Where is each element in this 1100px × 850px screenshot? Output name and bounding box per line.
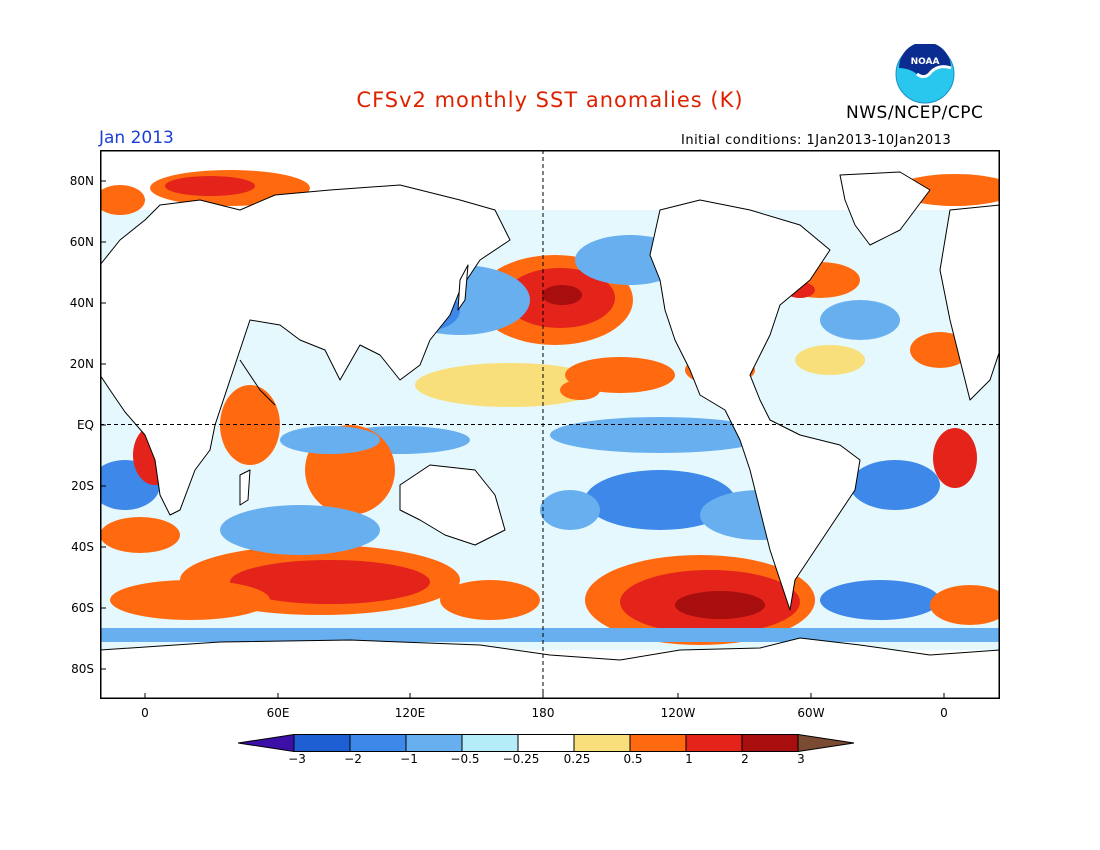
colorbar-swatch xyxy=(573,734,631,752)
logo-text: NOAA xyxy=(911,57,940,67)
lat-label: 40N xyxy=(69,296,94,310)
colorbar-label: −2 xyxy=(344,752,362,766)
lat-label: 60S xyxy=(71,601,94,615)
lon-label: 0 xyxy=(940,706,948,720)
noaa-logo-icon: NOAA xyxy=(895,44,955,104)
colorbar-swatch xyxy=(741,734,799,752)
colorbar-label: 2 xyxy=(741,752,749,766)
anomaly-field xyxy=(100,170,1000,650)
colorbar-swatch xyxy=(685,734,743,752)
colorbar-label: 1 xyxy=(685,752,693,766)
colorbar-label: −0.5 xyxy=(450,752,480,766)
map-frame xyxy=(100,150,1000,699)
colorbar-swatch xyxy=(293,734,351,752)
initial-conditions: Initial conditions: 1Jan2013-10Jan2013 xyxy=(681,133,952,148)
colorbar-swatch xyxy=(461,734,519,752)
colorbar-label: 0.25 xyxy=(563,752,591,766)
colorbar-label: −3 xyxy=(288,752,306,766)
lat-label: 40S xyxy=(71,540,94,554)
colorbar-label: −1 xyxy=(400,752,418,766)
agency-label: NWS/NCEP/CPC xyxy=(846,103,984,123)
lat-label: 80S xyxy=(71,662,94,676)
sst-anomaly-map xyxy=(100,150,1000,699)
lon-label: 0 xyxy=(141,706,149,720)
colorbar-label: 0.5 xyxy=(623,752,643,766)
colorbar-swatch xyxy=(517,734,575,752)
lat-label: 80N xyxy=(69,174,94,188)
forecast-month: Jan 2013 xyxy=(99,128,174,148)
map-title: CFSv2 monthly SST anomalies (K) xyxy=(356,88,744,112)
colorbar xyxy=(238,734,855,752)
lon-label: 120W xyxy=(660,706,696,720)
colorbar-label: −0.25 xyxy=(502,752,540,766)
lon-label: 120E xyxy=(394,706,426,720)
lat-label: 20S xyxy=(71,479,94,493)
lat-label: 20N xyxy=(69,357,94,371)
lon-label: 180 xyxy=(531,706,555,720)
colorbar-swatch xyxy=(629,734,687,752)
landmasses xyxy=(100,171,1000,699)
lon-label: 60E xyxy=(266,706,290,720)
lon-label: 60W xyxy=(797,706,825,720)
colorbar-max-arrow xyxy=(797,734,855,752)
lat-label: 60N xyxy=(69,235,94,249)
colorbar-swatch xyxy=(405,734,463,752)
colorbar-swatch xyxy=(349,734,407,752)
lat-label: EQ xyxy=(76,418,94,432)
colorbar-label: 3 xyxy=(797,752,805,766)
colorbar-min-arrow xyxy=(238,734,295,752)
